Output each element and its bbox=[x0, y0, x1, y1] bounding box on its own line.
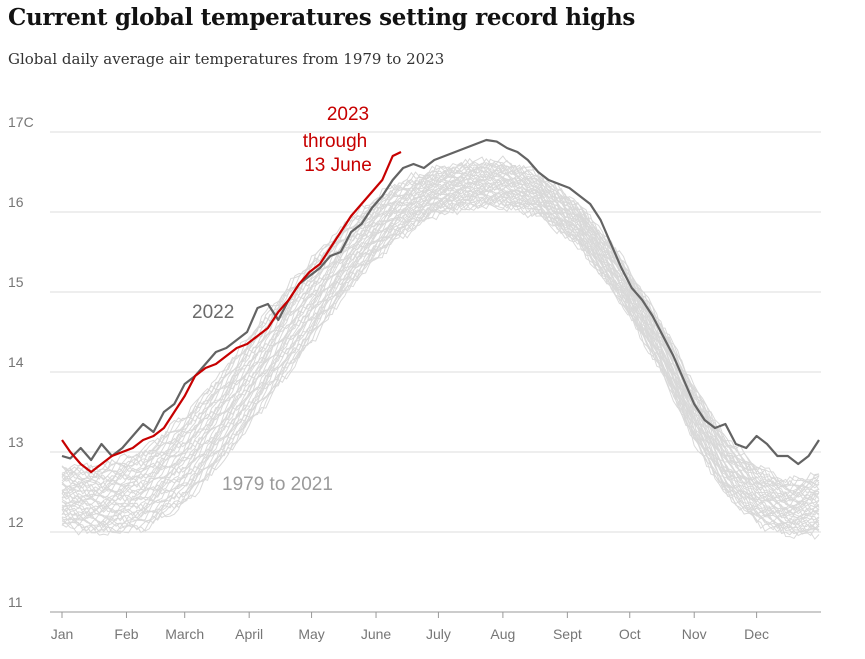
x-axis: Jan Feb March April May June July Aug Sept Oct Nov… bbox=[50, 611, 821, 642]
x-tick-label: Nov bbox=[682, 626, 707, 642]
background-year-line bbox=[61, 191, 820, 530]
background-year-line bbox=[61, 166, 819, 499]
background-lines-1979-2021 bbox=[61, 155, 820, 540]
y-axis-labels: 11 12 13 14 15 16 17C bbox=[8, 114, 34, 610]
y-tick-label: 11 bbox=[8, 594, 23, 610]
y-tick-label: 12 bbox=[8, 514, 24, 530]
highlight-lines bbox=[61, 138, 820, 474]
x-tick-label: Oct bbox=[619, 626, 641, 642]
annotation-2023-year: 2023 bbox=[327, 104, 369, 125]
chart-title: Current global temperatures setting reco… bbox=[8, 4, 636, 31]
background-year-line bbox=[61, 189, 820, 526]
background-year-line bbox=[61, 185, 820, 519]
annotation-2023-date: 13 June bbox=[304, 155, 372, 176]
x-tick-label: April bbox=[235, 626, 263, 642]
y-tick-label: 16 bbox=[8, 194, 24, 210]
y-tick-label: 15 bbox=[8, 274, 24, 290]
y-tick-label: 14 bbox=[8, 354, 24, 370]
x-tick-label: Feb bbox=[114, 626, 138, 642]
background-year-line bbox=[61, 183, 820, 518]
annotation-background-range: 1979 to 2021 bbox=[222, 474, 333, 495]
x-tick-label: March bbox=[165, 626, 204, 642]
chart-subtitle: Global daily average air temperatures fr… bbox=[8, 50, 445, 68]
annotation-2022: 2022 bbox=[192, 302, 234, 323]
annotations: 2023 through 13 June 2022 1979 to 2021 bbox=[192, 104, 372, 495]
y-tick-label: 13 bbox=[8, 434, 24, 450]
series-line-2022 bbox=[61, 138, 820, 466]
background-year-line bbox=[61, 197, 820, 535]
x-tick-label: May bbox=[298, 626, 324, 642]
background-year-line bbox=[61, 197, 820, 537]
x-tick-label: Sept bbox=[553, 626, 582, 642]
background-year-line bbox=[61, 196, 820, 537]
annotation-2023-through: through bbox=[303, 131, 367, 152]
x-tick-label: June bbox=[361, 626, 392, 642]
x-tick-label: July bbox=[426, 626, 451, 642]
x-tick-label: Jan bbox=[51, 626, 74, 642]
background-year-line bbox=[61, 188, 820, 526]
background-year-line bbox=[61, 192, 820, 531]
series-line-2023 bbox=[61, 151, 402, 474]
y-tick-label: 17C bbox=[8, 114, 34, 130]
background-year-line bbox=[61, 190, 820, 525]
x-tick-label: Aug bbox=[490, 626, 515, 642]
x-tick-label: Dec bbox=[744, 626, 769, 642]
background-year-line bbox=[61, 155, 820, 484]
